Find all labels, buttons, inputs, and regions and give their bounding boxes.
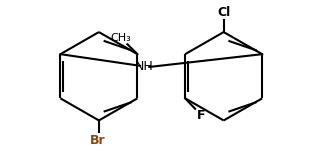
Text: Br: Br — [90, 134, 106, 147]
Text: CH₃: CH₃ — [111, 33, 132, 43]
Text: Cl: Cl — [217, 6, 230, 19]
Text: F: F — [196, 109, 205, 122]
Text: NH: NH — [135, 60, 153, 73]
